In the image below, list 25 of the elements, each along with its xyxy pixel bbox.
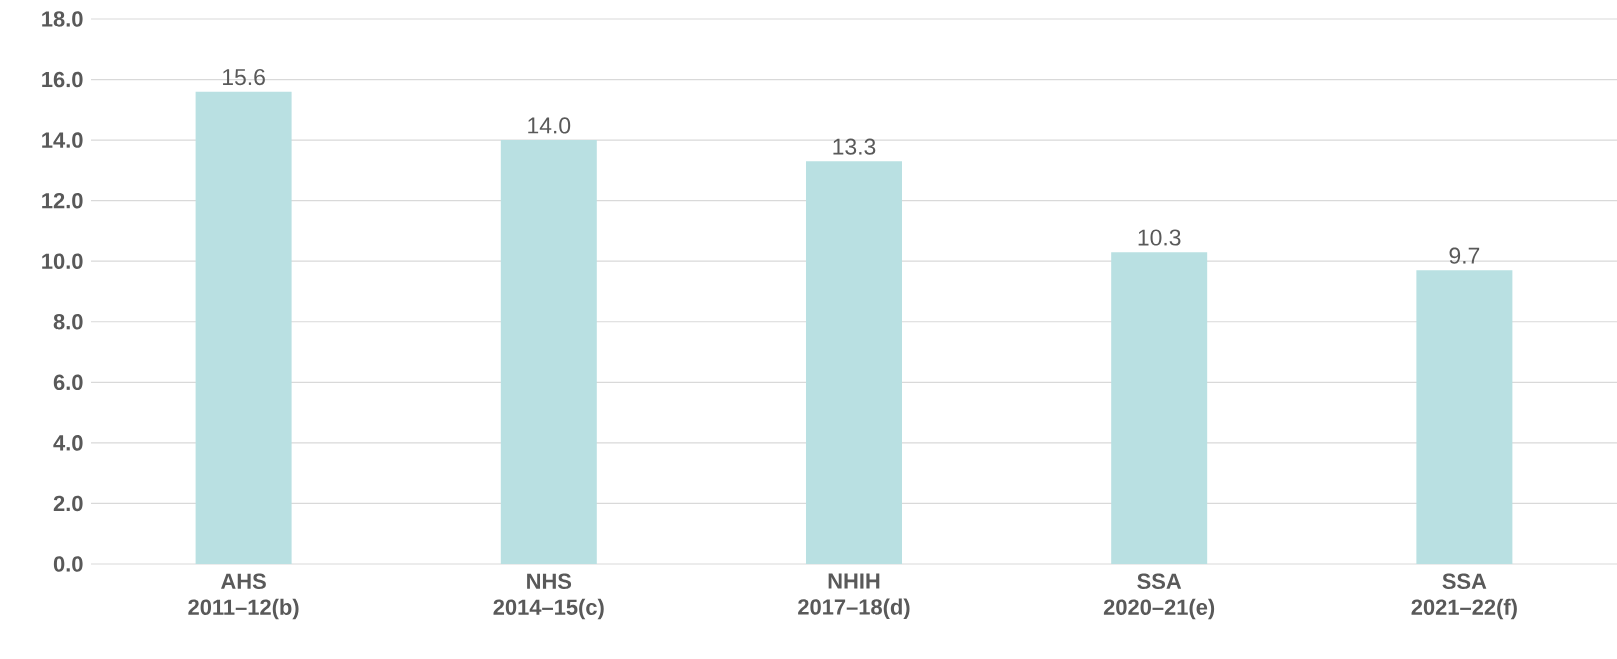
y-tick-label: 8.0 bbox=[53, 314, 83, 330]
y-tick-label: 10.0 bbox=[42, 253, 83, 269]
data-label: 13.3 bbox=[833, 138, 876, 155]
data-label: 9.7 bbox=[1449, 247, 1480, 264]
data-label: 14.0 bbox=[528, 117, 571, 134]
y-tick-label: 12.0 bbox=[42, 192, 83, 209]
y-tick-label: 2.0 bbox=[53, 495, 83, 512]
bar bbox=[1416, 270, 1513, 564]
y-tick-label: 18.0 bbox=[42, 11, 83, 27]
x-tick-label: SSA 2021–22(f) bbox=[1411, 573, 1517, 620]
y-tick-label: 4.0 bbox=[53, 435, 83, 451]
y-tick-label: 6.0 bbox=[53, 374, 83, 391]
bar bbox=[500, 140, 597, 564]
x-tick-label: AHS 2011–12(b) bbox=[188, 573, 299, 620]
bar bbox=[195, 91, 292, 564]
x-tick-label: SSA 2020–21(e) bbox=[1103, 573, 1215, 620]
x-tick-label: NHIH 2017–18(d) bbox=[798, 573, 910, 620]
y-tick-label: 14.0 bbox=[42, 132, 83, 148]
bar bbox=[1111, 252, 1208, 564]
x-tick-label: NHS 2014–15(c) bbox=[493, 573, 604, 620]
y-tick-label: 16.0 bbox=[42, 71, 83, 88]
bar bbox=[805, 161, 902, 564]
data-label: 10.3 bbox=[1138, 229, 1181, 246]
data-label: 15.6 bbox=[223, 68, 265, 86]
y-tick-label: 0.0 bbox=[53, 556, 83, 572]
